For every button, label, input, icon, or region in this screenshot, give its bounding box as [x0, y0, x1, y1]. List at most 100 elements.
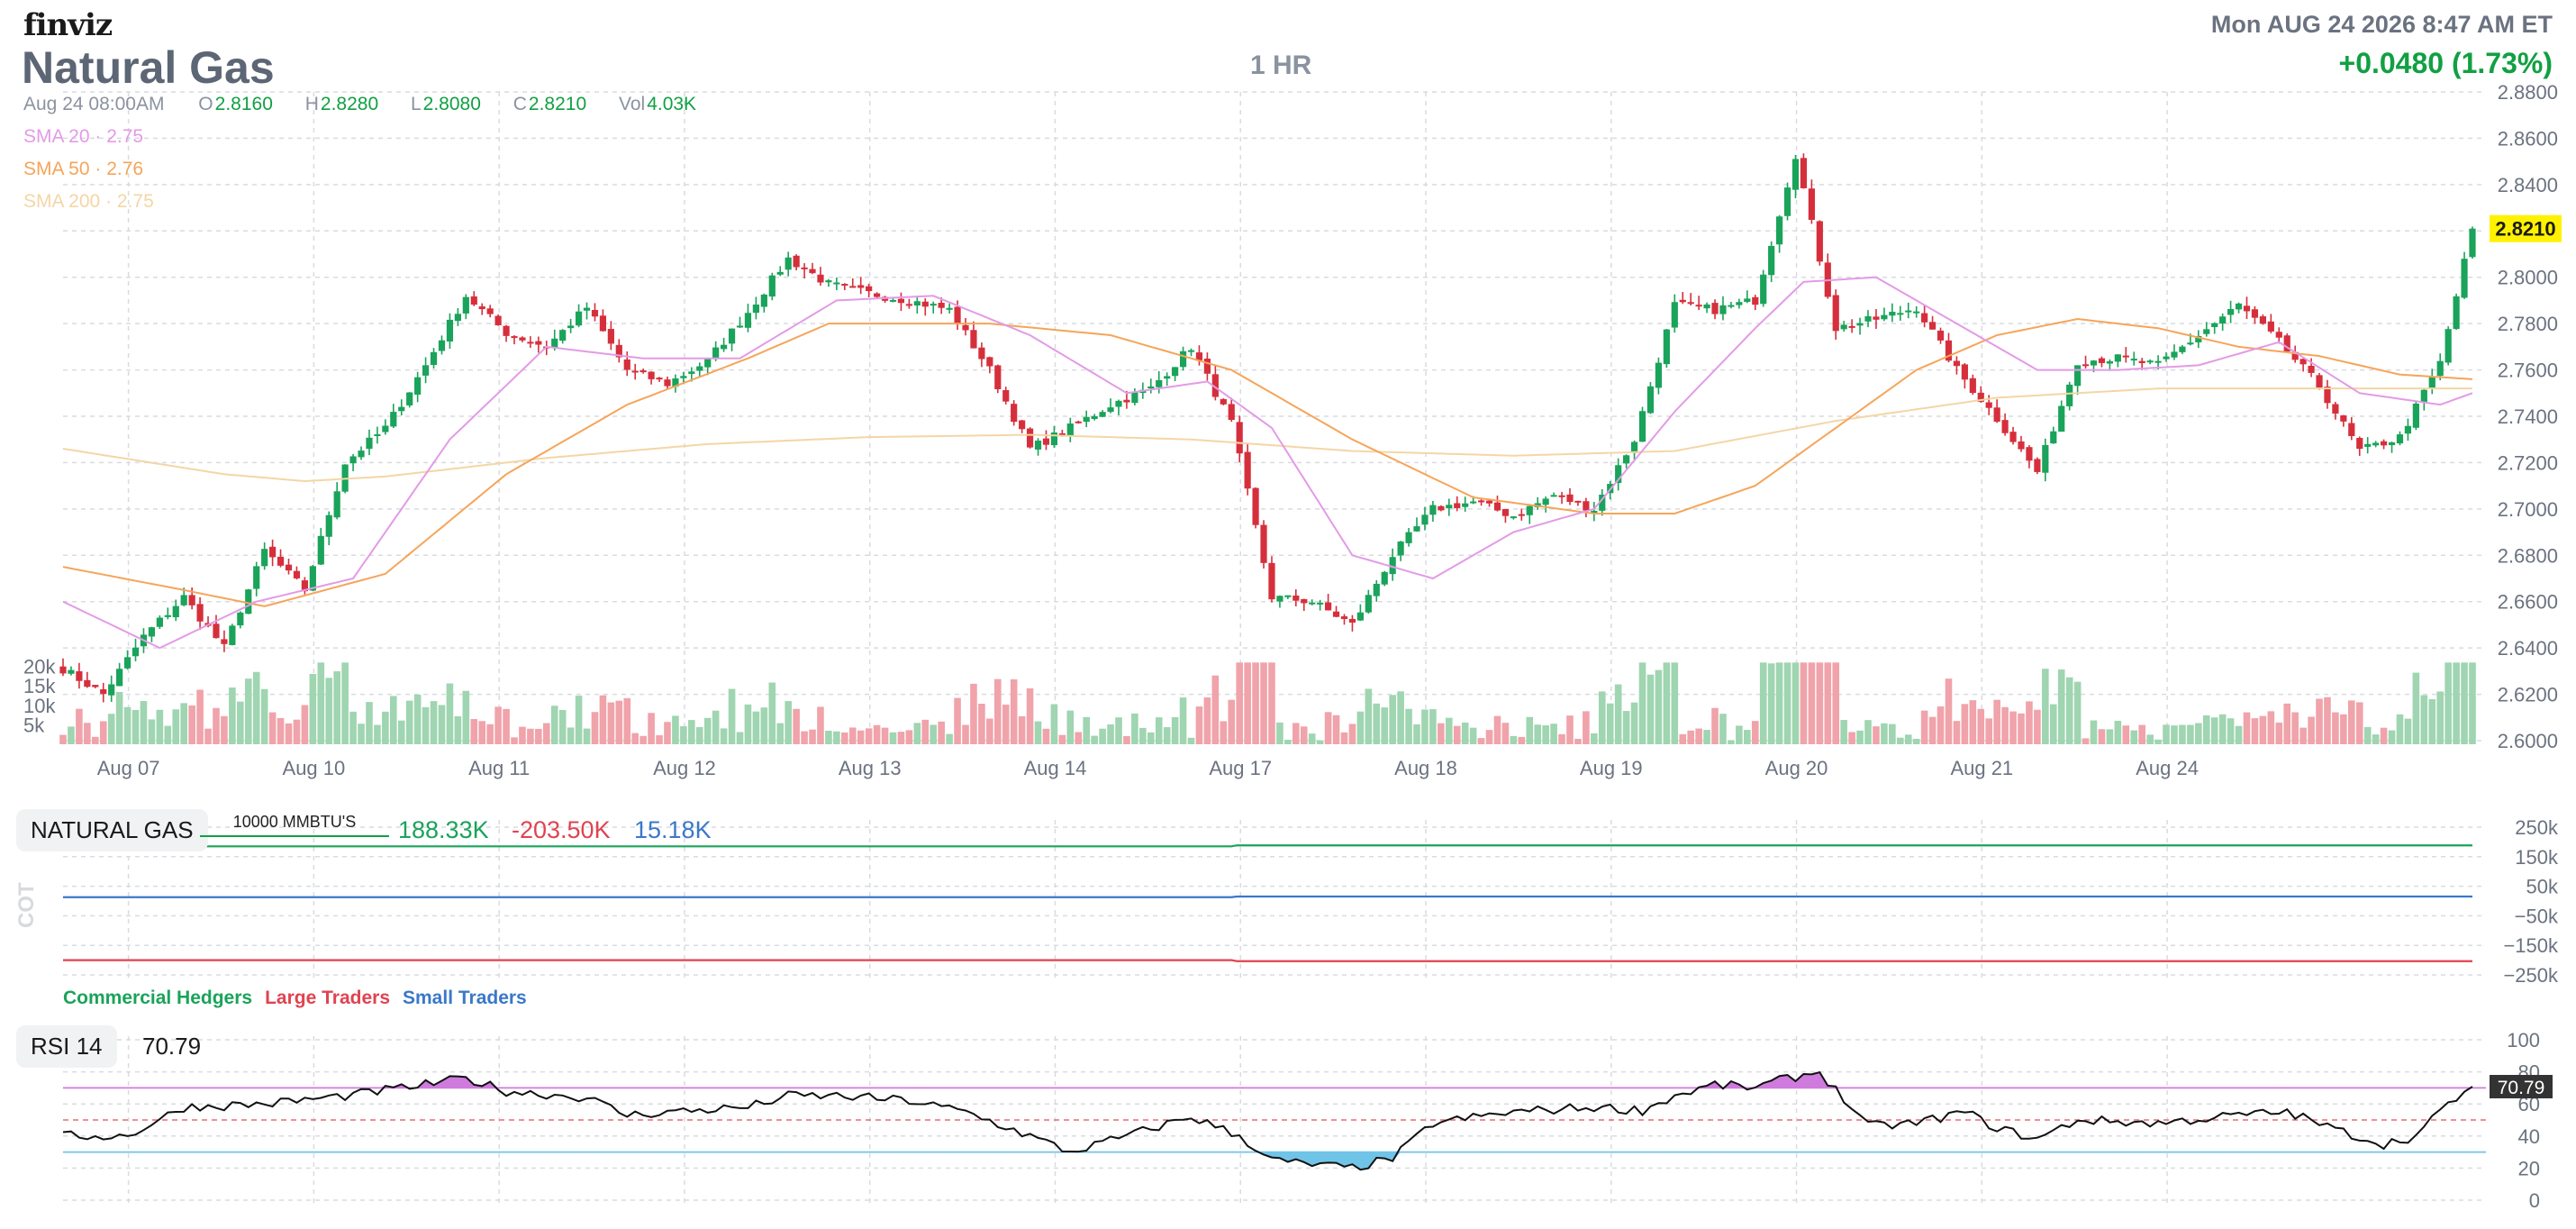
- candle-body: [2404, 425, 2412, 434]
- volume-bar: [2195, 723, 2202, 744]
- candle-body: [1646, 386, 1655, 414]
- volume-bar: [1558, 733, 1565, 744]
- candle-body: [1566, 494, 1574, 503]
- candle-body: [2388, 442, 2396, 446]
- volume-bar: [59, 734, 67, 744]
- volume-bar: [99, 721, 107, 744]
- volume-bar: [865, 728, 873, 744]
- candle-body: [607, 329, 614, 344]
- candle-body: [1864, 315, 1872, 322]
- ticker-title: Natural Gas: [22, 42, 275, 93]
- sma200-legend[interactable]: SMA 200 · 2.75: [23, 191, 154, 212]
- volume-bar: [1461, 722, 1469, 744]
- candle-body: [2380, 441, 2388, 446]
- volume-bar: [519, 726, 526, 744]
- timeframe-label[interactable]: 1 HR: [1250, 50, 1312, 80]
- candle-body: [1164, 376, 1171, 379]
- candle-body: [1776, 216, 1783, 245]
- volume-bar: [2469, 662, 2476, 744]
- volume-bar: [2340, 714, 2347, 744]
- volume-bar: [1042, 728, 1050, 744]
- candle-body: [1356, 612, 1364, 621]
- volume-bar: [954, 697, 961, 744]
- volume-bar: [736, 732, 744, 744]
- volume-bar: [1332, 715, 1340, 744]
- volume-bar: [817, 706, 824, 744]
- candle-body: [994, 365, 1002, 389]
- volume-bar: [567, 727, 575, 744]
- volume-bar: [2106, 729, 2114, 744]
- low-value: 2.8080: [422, 94, 481, 114]
- volume-bar: [1695, 728, 1702, 744]
- candle-body: [575, 311, 583, 326]
- volume-bar: [857, 730, 865, 744]
- volume-bar: [2235, 725, 2243, 744]
- candle-body: [1034, 441, 1042, 450]
- volume-bar: [1663, 662, 1671, 744]
- candle-body: [172, 605, 179, 618]
- volume-bar: [1293, 723, 1300, 744]
- volume-bar: [1389, 695, 1396, 744]
- volume-bar: [333, 671, 340, 744]
- candle-body: [551, 338, 558, 349]
- candle-body: [1348, 618, 1356, 624]
- volume-bar: [2202, 715, 2210, 744]
- candle-body: [2042, 444, 2049, 473]
- candle-body: [269, 546, 277, 558]
- volume-bar: [1566, 715, 1574, 744]
- volume-bar: [2299, 727, 2307, 744]
- candle-body: [1075, 421, 1082, 423]
- volume-bar: [1260, 662, 1267, 744]
- candle-body: [793, 255, 800, 268]
- volume-bar: [1002, 705, 1010, 744]
- volume-bar: [1308, 733, 1316, 744]
- volume-bar: [413, 694, 422, 744]
- volume-bar: [1832, 662, 1840, 744]
- finviz-logo[interactable]: finviz: [23, 7, 113, 43]
- sma50-legend[interactable]: SMA 50 · 2.76: [23, 159, 144, 179]
- candle-body: [116, 669, 123, 687]
- cot-tick-label: 250k: [2515, 816, 2559, 839]
- volume-bar: [1115, 717, 1122, 744]
- candle-body: [2106, 360, 2114, 364]
- candle-body: [1236, 422, 1243, 454]
- rsi-title[interactable]: RSI 14: [16, 1025, 117, 1068]
- volume-bar: [1937, 706, 1945, 744]
- volume-bar: [1195, 706, 1203, 744]
- candle-body: [946, 307, 953, 310]
- cot-series-line: [63, 844, 2472, 848]
- cot-title[interactable]: NATURAL GAS: [16, 809, 208, 851]
- volume-bar: [390, 696, 397, 744]
- candle-body: [486, 308, 494, 314]
- candle-body: [1187, 350, 1195, 352]
- candle-body: [1413, 526, 1420, 532]
- candle-body: [1340, 616, 1348, 620]
- volume-bar: [2444, 662, 2452, 744]
- candle-body: [1550, 495, 1557, 497]
- volume-bar: [1099, 728, 1106, 744]
- volume-bar: [591, 712, 599, 744]
- volume-bar: [542, 723, 550, 744]
- candle-body: [2066, 384, 2073, 406]
- volume-bar: [221, 715, 228, 744]
- candle-body: [1591, 510, 1598, 514]
- sma20-label: SMA 20: [23, 126, 90, 147]
- candle-body: [422, 365, 430, 376]
- volume-bar: [1083, 716, 1091, 744]
- volume-bar: [1736, 725, 1743, 744]
- candle-body: [180, 595, 187, 605]
- sma20-legend[interactable]: SMA 20 · 2.75: [23, 126, 144, 147]
- volume-bar: [801, 731, 808, 744]
- candle-body: [1019, 420, 1026, 430]
- sma20-line: [62, 276, 2473, 650]
- volume-bar: [140, 701, 148, 744]
- volume-bar: [148, 719, 156, 744]
- volume-bar: [648, 713, 655, 744]
- candle-body: [2171, 351, 2178, 358]
- candle-body: [2444, 329, 2452, 363]
- candle-body: [2114, 354, 2121, 362]
- volume-bar: [1373, 703, 1381, 744]
- candle-body: [1679, 299, 1686, 303]
- candle-body: [1913, 311, 1920, 314]
- candle-body: [1969, 378, 1976, 394]
